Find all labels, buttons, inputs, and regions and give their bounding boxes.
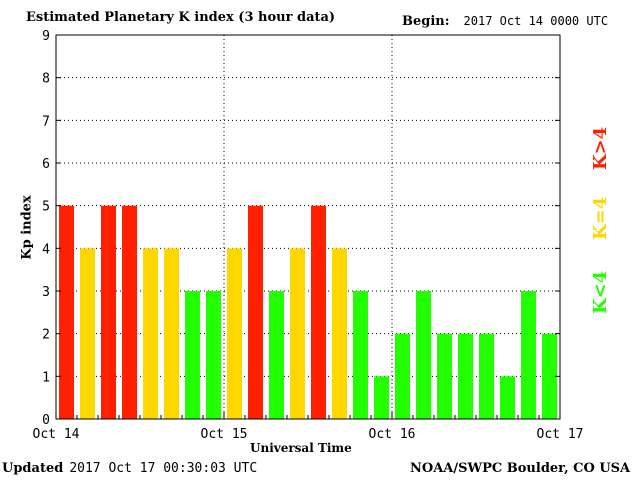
chart-title: Estimated Planetary K index (3 hour data…	[26, 10, 336, 25]
y-tick-label: 9	[42, 29, 50, 44]
begin-time: Begin: 2017 Oct 14 0000 UTC	[402, 14, 608, 29]
x-tick-label: Oct 15	[201, 427, 248, 442]
legend-k-above-4: K>4	[590, 126, 611, 170]
y-axis-label: Kp index	[19, 195, 35, 260]
kp-bar	[542, 333, 557, 419]
updated-timestamp: Updated 2017 Oct 17 00:30:03 UTC	[2, 461, 257, 476]
y-tick-label: 6	[42, 157, 50, 172]
kp-bar	[248, 205, 263, 419]
updated-value: 2017 Oct 17 00:30:03 UTC	[69, 461, 258, 476]
kp-bar	[143, 248, 158, 419]
y-tick-label: 7	[42, 114, 50, 129]
grid-lines	[56, 35, 560, 419]
y-tick-label: 4	[42, 242, 50, 257]
kp-bar	[227, 248, 242, 419]
kp-bar	[353, 291, 368, 419]
kp-bar	[521, 291, 536, 419]
kp-bar	[374, 376, 389, 419]
kp-bar	[311, 205, 326, 419]
legend-k-equal-4: K=4	[590, 196, 611, 240]
kp-bar	[206, 291, 221, 419]
kp-bar	[458, 333, 473, 419]
kp-bar	[185, 291, 200, 419]
kp-bar	[80, 248, 95, 419]
updated-label: Updated	[2, 461, 64, 476]
kp-bar	[164, 248, 179, 419]
y-ticks: 0 1 2 3 4 5 6 7 8 9	[42, 29, 560, 428]
x-axis-label: Universal Time	[250, 441, 352, 455]
kp-bar	[101, 205, 116, 419]
kp-bar	[269, 291, 284, 419]
kp-bar	[479, 333, 494, 419]
x-tick-label: Oct 17	[537, 427, 584, 442]
kp-bar	[290, 248, 305, 419]
x-ticks: Oct 14 Oct 15 Oct 16 Oct 17	[33, 411, 584, 442]
y-tick-label: 1	[42, 370, 50, 385]
y-tick-label: 2	[42, 328, 50, 343]
kp-bars	[59, 205, 557, 419]
kp-bar	[416, 291, 431, 419]
y-tick-label: 0	[42, 413, 50, 428]
x-tick-label: Oct 14	[33, 427, 80, 442]
kp-bar	[59, 205, 74, 419]
y-tick-label: 5	[42, 200, 50, 215]
kp-bar	[395, 333, 410, 419]
kp-bar	[122, 205, 137, 419]
x-tick-label: Oct 16	[369, 427, 416, 442]
legend-k-below-4: K<4	[590, 270, 611, 314]
y-tick-label: 3	[42, 285, 50, 300]
begin-value: 2017 Oct 14 0000 UTC	[463, 14, 609, 28]
begin-label: Begin:	[402, 14, 450, 29]
kp-bar	[500, 376, 515, 419]
kp-bar	[332, 248, 347, 419]
kp-bar	[437, 333, 452, 419]
y-tick-label: 8	[42, 72, 50, 87]
credit-line: NOAA/SWPC Boulder, CO USA	[410, 461, 631, 476]
